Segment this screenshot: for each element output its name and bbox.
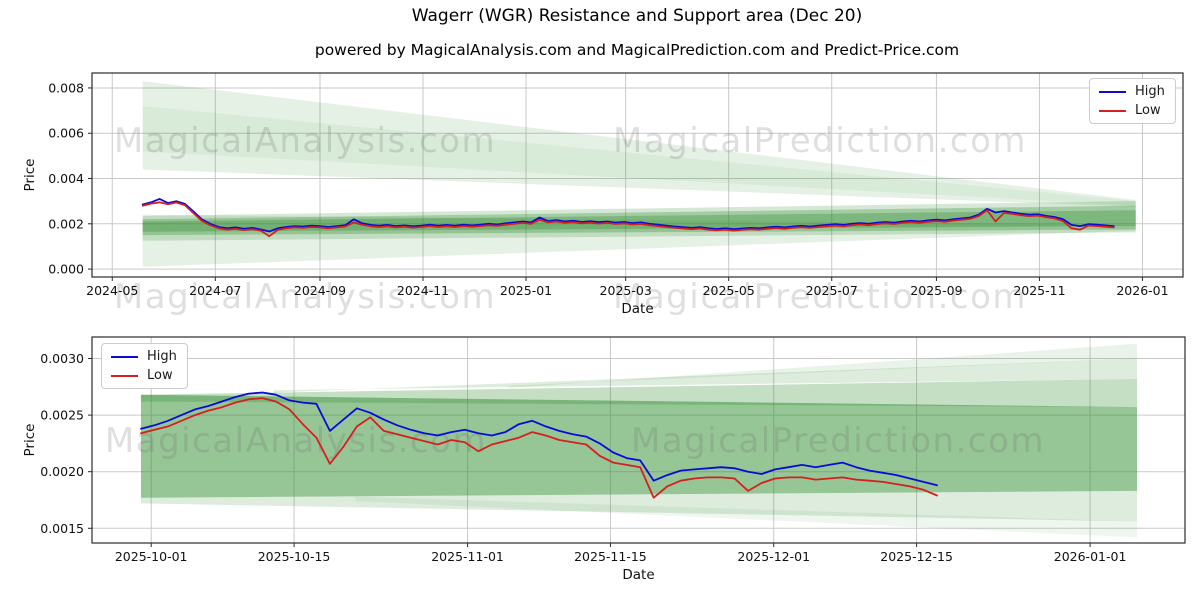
svg-text:0.002: 0.002	[48, 216, 84, 231]
svg-text:Price: Price	[22, 159, 38, 192]
svg-text:0.0030: 0.0030	[40, 351, 84, 366]
svg-text:2025-11: 2025-11	[1013, 283, 1065, 298]
svg-text:2025-12-15: 2025-12-15	[880, 549, 953, 564]
svg-text:MagicalPrediction.com: MagicalPrediction.com	[613, 121, 1027, 161]
low-line-swatch	[1099, 109, 1126, 112]
svg-text:Date: Date	[622, 567, 654, 583]
svg-text:0.006: 0.006	[48, 126, 84, 141]
legend-item-high: High	[1099, 84, 1165, 99]
low-line-swatch	[111, 374, 138, 377]
svg-text:2025-11-01: 2025-11-01	[431, 549, 504, 564]
legend-bottom-chart: High Low	[101, 343, 188, 389]
legend-item-high: High	[111, 349, 177, 364]
svg-text:2025-03: 2025-03	[600, 283, 652, 298]
high-line-swatch	[1099, 90, 1126, 93]
svg-text:2026-01-01: 2026-01-01	[1054, 549, 1127, 564]
svg-text:2025-11-15: 2025-11-15	[574, 549, 647, 564]
svg-text:2024-11: 2024-11	[397, 283, 449, 298]
svg-text:2025-01: 2025-01	[500, 283, 552, 298]
svg-text:2025-10-01: 2025-10-01	[115, 549, 188, 564]
svg-text:Price: Price	[22, 424, 38, 457]
svg-text:2026-01: 2026-01	[1116, 283, 1168, 298]
page-title: Wagerr (WGR) Resistance and Support area…	[411, 6, 863, 26]
svg-text:2025-12-01: 2025-12-01	[737, 549, 810, 564]
legend-label-high: High	[1135, 84, 1165, 99]
page-subtitle: powered by MagicalAnalysis.com and Magic…	[314, 41, 960, 59]
legend-top-chart: High Low	[1089, 78, 1176, 124]
svg-text:0.000: 0.000	[48, 262, 84, 277]
legend-label-low: Low	[1135, 103, 1161, 118]
svg-text:2025-09: 2025-09	[910, 283, 962, 298]
svg-text:MagicalPrediction.com: MagicalPrediction.com	[631, 421, 1045, 461]
svg-text:2025-10-15: 2025-10-15	[258, 549, 331, 564]
svg-text:0.004: 0.004	[48, 171, 84, 186]
svg-text:2025-07: 2025-07	[806, 283, 858, 298]
svg-text:0.0020: 0.0020	[40, 464, 84, 479]
svg-text:2024-05: 2024-05	[86, 283, 138, 298]
svg-text:2024-09: 2024-09	[294, 283, 346, 298]
svg-text:MagicalAnalysis.com: MagicalAnalysis.com	[114, 277, 496, 317]
svg-text:0.008: 0.008	[48, 80, 84, 95]
svg-text:2025-05: 2025-05	[703, 283, 755, 298]
high-line-swatch	[111, 355, 138, 358]
svg-text:0.0025: 0.0025	[40, 408, 84, 423]
svg-text:0.0015: 0.0015	[40, 521, 84, 536]
legend-item-low: Low	[111, 368, 177, 383]
legend-label-high: High	[147, 349, 177, 364]
legend-label-low: Low	[147, 368, 173, 383]
svg-text:MagicalAnalysis.com: MagicalAnalysis.com	[114, 121, 496, 161]
legend-item-low: Low	[1099, 103, 1165, 118]
svg-text:MagicalPrediction.com: MagicalPrediction.com	[613, 277, 1027, 317]
svg-text:Date: Date	[621, 301, 653, 317]
svg-text:2024-07: 2024-07	[189, 283, 241, 298]
